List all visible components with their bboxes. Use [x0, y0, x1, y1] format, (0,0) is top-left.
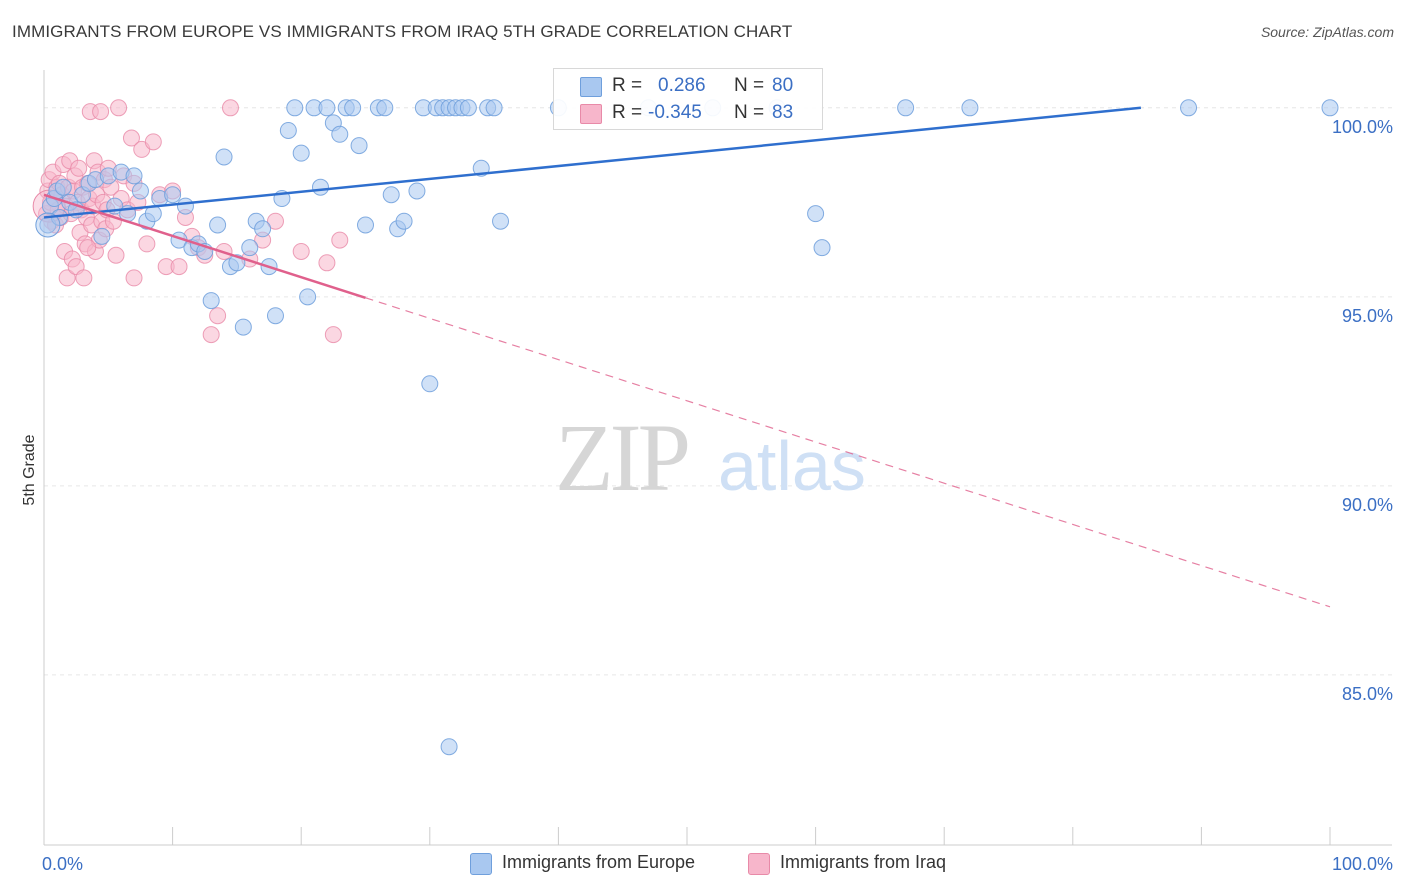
europe-point-75: [807, 205, 825, 223]
europe-point-51: [357, 216, 374, 234]
iraq-point-79: [331, 231, 349, 249]
trend-lines: [43, 106, 1331, 608]
europe-point-49: [344, 99, 362, 117]
iraq-point-81: [125, 269, 143, 287]
chart-title: IMMIGRANTS FROM EUROPE VS IMMIGRANTS FRO…: [12, 22, 793, 41]
y-tick-label-1: 90.0%: [1342, 495, 1393, 515]
trend-line-iraq-dashed: [365, 297, 1331, 608]
x-tick-label-max: 100.0%: [1332, 854, 1393, 874]
legend-iraq-n-label: N =: [734, 102, 765, 123]
x-tick-label-min: 0.0%: [42, 854, 83, 874]
europe-point-29: [215, 148, 233, 166]
legend-row-europe: R = 0.286 N = 80: [554, 73, 822, 99]
iraq-point-29: [75, 269, 93, 287]
europe-point-79: [1180, 99, 1198, 117]
watermark: ZIP atlas: [555, 404, 866, 511]
europe-point-47: [331, 125, 349, 143]
europe-point-17: [131, 182, 149, 200]
europe-point-45: [318, 99, 336, 117]
series-iraq-points: [32, 99, 349, 344]
europe-point-37: [266, 307, 284, 325]
correlation-legend: R = 0.286 N = 80 R = -0.345 N = 83: [553, 68, 823, 130]
iraq-point-73: [221, 99, 239, 117]
bottom-legend-swatch-iraq: [748, 853, 770, 875]
iraq-point-61: [144, 133, 162, 151]
bottom-legend-swatch-europe: [470, 853, 492, 875]
legend-europe-r-label: R =: [612, 75, 643, 96]
europe-point-76: [813, 239, 831, 257]
legend-europe-r-value: 0.286: [658, 75, 706, 96]
iraq-point-78: [318, 254, 336, 272]
iraq-point-16: [58, 269, 76, 287]
europe-point-27: [202, 292, 220, 310]
iraq-point-52: [110, 99, 128, 117]
europe-point-80: [1321, 99, 1339, 117]
europe-point-32: [234, 318, 252, 336]
iraq-point-70: [202, 326, 220, 344]
europe-point-28: [209, 216, 227, 234]
iraq-point-77: [292, 242, 310, 260]
iraq-point-76: [266, 212, 284, 230]
europe-point-56: [395, 212, 413, 230]
europe-point-77: [897, 99, 915, 117]
legend-swatch-europe: [580, 77, 602, 97]
legend-swatch-iraq: [580, 104, 602, 124]
legend-iraq-r-label: R =: [612, 102, 643, 123]
iraq-point-25: [70, 159, 88, 177]
iraq-point-65: [170, 258, 188, 276]
europe-point-5: [54, 178, 72, 196]
europe-point-65: [459, 99, 477, 117]
europe-point-33: [241, 239, 259, 257]
europe-point-42: [299, 288, 317, 306]
grid: [44, 107, 1392, 676]
legend-row-iraq: R = -0.345 N = 83: [554, 100, 822, 126]
legend-iraq-r-value: -0.345: [648, 102, 702, 123]
europe-point-78: [961, 99, 979, 117]
iraq-point-80: [324, 326, 342, 344]
europe-point-69: [492, 212, 510, 230]
y-tick-labels: 85.0% 90.0% 95.0% 100.0%: [1332, 117, 1393, 704]
watermark-zip: ZIP: [555, 404, 688, 511]
europe-point-cluster: [35, 212, 61, 238]
europe-point-11: [93, 227, 111, 245]
iraq-point-60: [138, 235, 156, 253]
iraq-point-51: [107, 246, 125, 264]
series-europe-points: [35, 99, 1339, 756]
europe-point-23: [176, 197, 194, 215]
y-axis-label: 5th Grade: [21, 434, 38, 505]
europe-point-41: [292, 144, 310, 162]
iraq-point-56: [122, 129, 140, 147]
legend-europe-n-label: N =: [734, 75, 765, 96]
europe-point-68: [485, 99, 503, 117]
europe-point-21: [164, 186, 182, 204]
trend-line-iraq-solid: [43, 193, 366, 299]
watermark-atlas: atlas: [718, 427, 866, 505]
europe-point-44: [311, 178, 329, 196]
bottom-legend-label-europe: Immigrants from Europe: [502, 852, 696, 872]
europe-point-57: [408, 182, 426, 200]
europe-point-59: [421, 375, 439, 393]
europe-point-54: [382, 186, 400, 204]
europe-point-39: [279, 121, 297, 139]
axes: [43, 70, 1392, 846]
y-tick-label-2: 95.0%: [1342, 306, 1393, 326]
bottom-legend-label-iraq: Immigrants from Iraq: [780, 852, 947, 872]
europe-point-53: [376, 99, 394, 117]
trend-line-europe: [43, 106, 1142, 219]
iraq-point-82: [79, 239, 97, 257]
europe-point-40: [286, 99, 304, 117]
europe-point-16: [125, 167, 143, 185]
europe-point-50: [350, 137, 368, 155]
europe-point-70: [440, 738, 458, 756]
iraq-point-71: [209, 307, 227, 325]
y-tick-label-0: 85.0%: [1342, 684, 1393, 704]
iraq-point-42: [92, 103, 110, 121]
y-tick-label-3: 100.0%: [1332, 117, 1393, 137]
europe-point-35: [254, 220, 272, 238]
source-label: Source: ZipAtlas.com: [1260, 24, 1394, 40]
legend-iraq-n-value: 83: [772, 102, 794, 123]
legend-europe-n-value: 80: [772, 75, 794, 96]
